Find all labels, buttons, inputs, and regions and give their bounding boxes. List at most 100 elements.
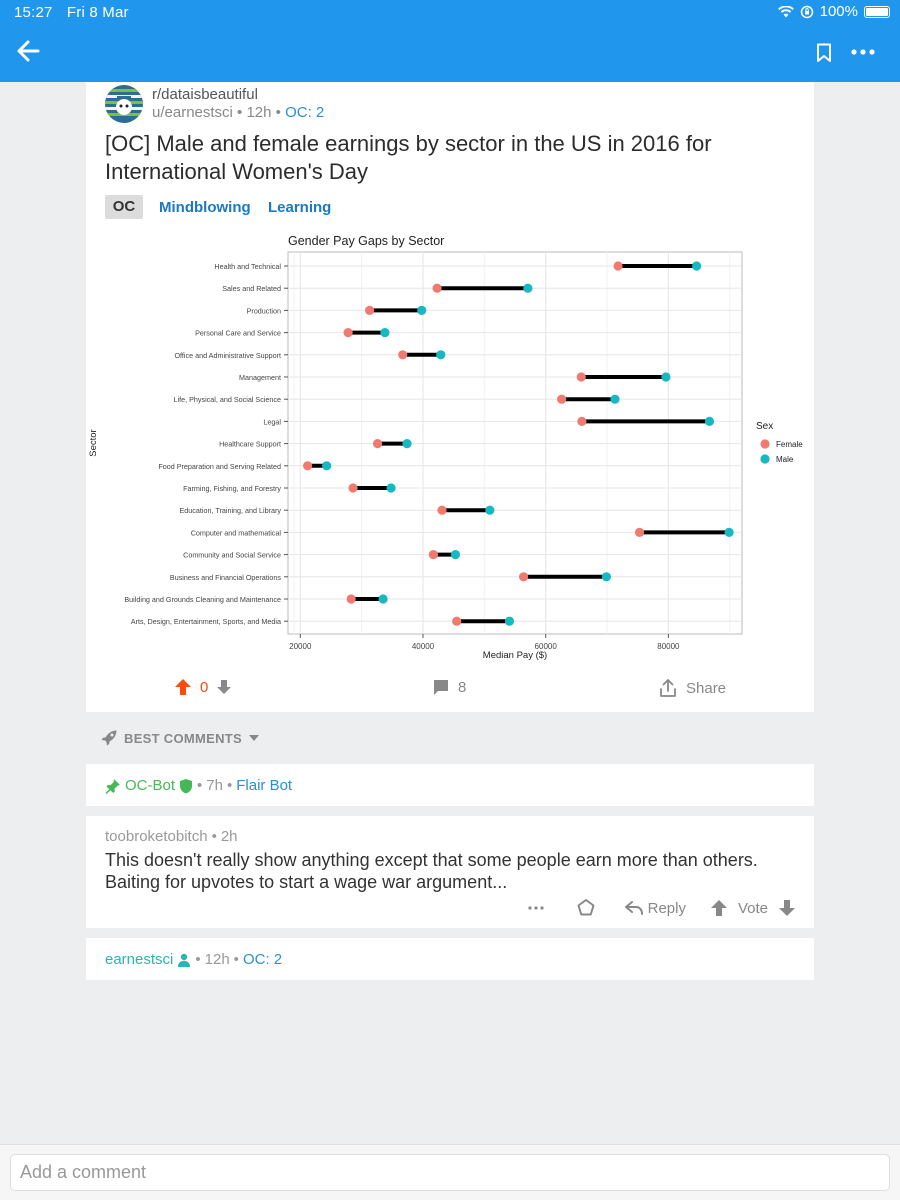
male-point — [601, 572, 612, 582]
female-point — [437, 505, 447, 515]
y-tick-label: Production — [247, 306, 281, 315]
more-horizontal-icon[interactable] — [851, 49, 875, 55]
legend-label: Male — [776, 455, 794, 464]
chart-svg: Gender Pay Gaps by Sector 20000 40000 60000… — [88, 234, 803, 661]
post-age: 12h — [246, 104, 272, 121]
male-point — [402, 439, 412, 449]
y-tick-label: Computer and mathematical — [191, 528, 282, 537]
female-point — [576, 372, 586, 382]
vote-control: Vote — [710, 899, 796, 917]
share-button[interactable]: Share — [658, 678, 726, 698]
male-point — [724, 527, 734, 537]
legend-swatch — [760, 439, 770, 449]
bookmark-icon[interactable] — [816, 43, 832, 63]
user-icon — [178, 953, 191, 967]
comment-bubble-icon — [434, 680, 448, 695]
downvote-icon[interactable] — [778, 899, 796, 917]
x-axis-label: Median Pay ($) — [483, 650, 547, 661]
y-tick-label: Education, Training, and Library — [180, 506, 282, 515]
status-bar: 15:27 Fri 8 Mar 100% — [0, 0, 900, 24]
y-tick-label: Personal Care and Service — [195, 329, 281, 338]
y-axis-label: Sector — [88, 429, 99, 456]
female-point — [343, 328, 353, 338]
female-point — [634, 527, 645, 537]
female-point — [428, 550, 439, 560]
chart-title: Gender Pay Gaps by Sector — [288, 234, 444, 248]
comment-actions: Reply Vote — [528, 898, 796, 918]
x-tick-label: 60000 — [535, 642, 558, 651]
male-point — [386, 483, 396, 493]
male-point — [322, 461, 332, 471]
reply-icon — [624, 901, 643, 915]
y-tick-label: Health and Technical — [214, 262, 281, 271]
upvote-icon[interactable] — [174, 678, 192, 696]
reply-button[interactable]: Reply — [624, 900, 686, 917]
flair-oc[interactable]: OC — [105, 195, 143, 219]
bot-comment: OC-Bot • 7h • Flair Bot — [86, 764, 814, 806]
flair-learning[interactable]: Learning — [268, 199, 332, 216]
post-title[interactable]: [OC] Male and female earnings by sector … — [105, 131, 712, 184]
y-tick-label: Farming, Fishing, and Forestry — [183, 484, 281, 493]
legend-title: Sex — [756, 421, 773, 432]
op-comment-age: 12h — [204, 951, 230, 968]
bot-flair: Flair Bot — [236, 777, 293, 794]
legend-swatch — [760, 454, 770, 464]
female-point — [518, 572, 529, 582]
x-tick-label: 20000 — [289, 642, 312, 651]
legend-label: Female — [776, 440, 803, 449]
y-tick-label: Food Preparation and Serving Related — [158, 462, 281, 471]
battery-percent: 100% — [819, 3, 858, 20]
y-tick-label: Life, Physical, and Social Science — [174, 395, 281, 404]
downvote-icon[interactable] — [216, 679, 232, 695]
subreddit-name[interactable]: r/dataisbeautiful — [152, 86, 258, 103]
male-point — [504, 616, 515, 626]
female-point — [372, 439, 383, 449]
upvote-icon[interactable] — [710, 899, 728, 917]
y-tick-label: Office and Administrative Support — [174, 351, 281, 360]
user-comment: toobroketobitch • 2h This doesn't really… — [86, 816, 814, 928]
male-point — [380, 328, 390, 338]
female-point — [364, 305, 375, 315]
subreddit-avatar-icon[interactable] — [105, 85, 143, 123]
comment-author[interactable]: toobroketobitch — [105, 828, 208, 845]
battery-icon — [864, 5, 890, 18]
y-tick-label: Management — [239, 373, 281, 382]
moderator-shield-icon — [180, 778, 193, 793]
vote-label: Vote — [737, 899, 768, 917]
comments-count-button[interactable]: 8 — [432, 678, 466, 696]
y-tick-label: Business and Financial Operations — [170, 573, 281, 582]
male-point — [378, 594, 388, 604]
comment-sort[interactable]: BEST COMMENTS — [100, 729, 260, 747]
flair-mindblowing[interactable]: Mindblowing — [159, 199, 251, 216]
arrow-left-icon[interactable] — [16, 40, 40, 62]
male-point — [417, 305, 427, 315]
male-point — [485, 505, 495, 515]
wifi-icon — [777, 5, 794, 17]
female-point — [398, 350, 408, 360]
chevron-down-icon — [249, 735, 260, 741]
female-point — [452, 616, 462, 626]
male-point — [661, 372, 671, 382]
y-tick-label: Arts, Design, Entertainment, Sports, and… — [131, 617, 281, 626]
post-author[interactable]: u/earnestsci — [152, 104, 233, 121]
female-point — [348, 483, 358, 493]
op-author[interactable]: earnestsci — [105, 951, 174, 968]
male-point — [692, 261, 702, 271]
female-point — [346, 594, 356, 604]
status-date: Fri 8 Mar — [66, 4, 129, 21]
comment-composer — [0, 1144, 900, 1200]
more-horizontal-icon[interactable] — [528, 906, 544, 910]
award-icon[interactable] — [576, 898, 596, 918]
comment-input[interactable] — [10, 1154, 890, 1191]
y-tick-label: Healthcare Support — [219, 440, 281, 449]
reply-label: Reply — [647, 899, 686, 917]
female-point — [303, 461, 313, 471]
bot-author[interactable]: OC-Bot — [125, 777, 176, 794]
male-point — [610, 394, 620, 404]
y-tick-label: Legal — [263, 417, 281, 426]
bot-comment-age: 7h — [206, 777, 223, 794]
comment-age: 2h — [220, 828, 238, 845]
share-icon — [660, 679, 676, 697]
post-actions: 0 8 Share — [86, 678, 814, 702]
female-point — [613, 261, 623, 271]
